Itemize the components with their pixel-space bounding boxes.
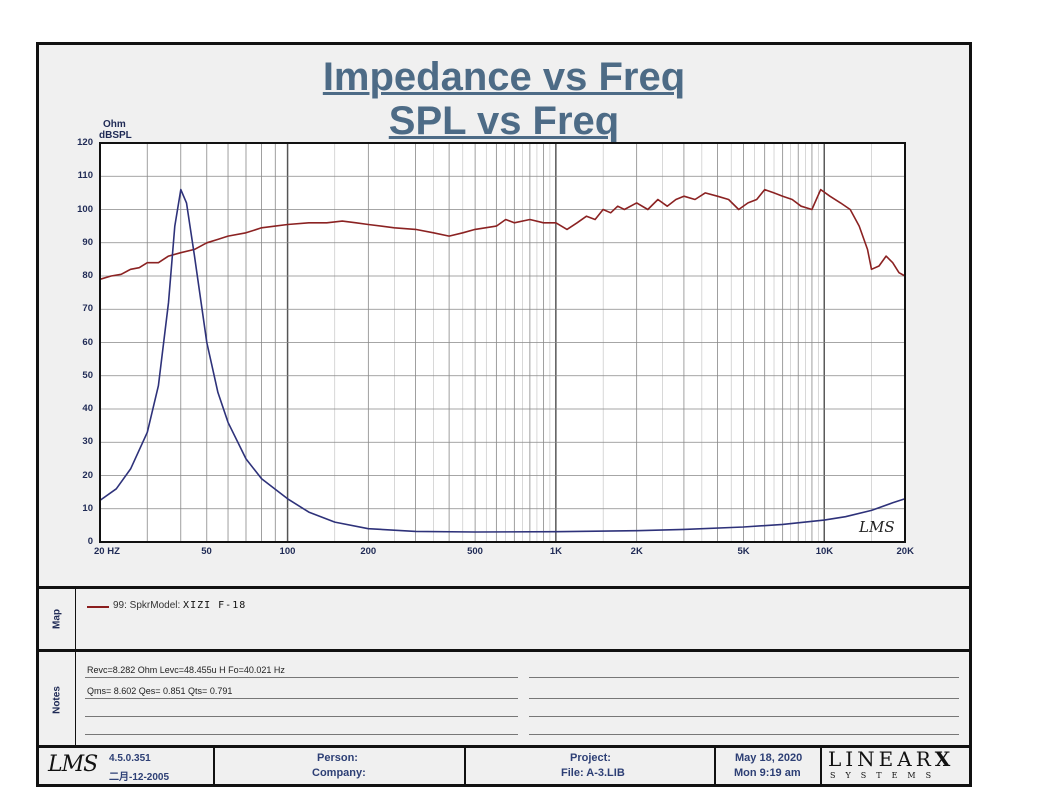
y-tick-label: 0 <box>87 536 93 547</box>
y-tick-label: 50 <box>82 369 93 381</box>
map-section: Map 99: SpkrModel: XIZI F-18 <box>39 586 969 649</box>
x-tick-label: 1K <box>549 546 563 557</box>
plot-watermark: LMS <box>858 518 895 536</box>
y-tick-label: 30 <box>82 436 93 448</box>
footer-project-cell: Project: File: A-3.LIB <box>466 748 716 784</box>
notes-label: Notes <box>51 686 63 714</box>
y-tick-label: 10 <box>82 502 93 514</box>
report-date: May 18, 2020 <box>735 752 803 764</box>
legend-entry: 99: SpkrModel: XIZI F-18 <box>113 600 246 611</box>
report-time: Mon 9:19 am <box>734 767 801 779</box>
notes-rule <box>529 716 959 717</box>
notes-rule <box>529 677 959 678</box>
y-tick-label: 110 <box>77 170 93 182</box>
unit-dbspl: dBSPL <box>99 130 132 141</box>
notes-rule <box>85 677 518 678</box>
notes-rule <box>85 698 518 699</box>
file-label: File: A-3.LIB <box>561 767 625 779</box>
project-label: Project: <box>570 752 611 764</box>
y-tick-label: 90 <box>82 236 93 248</box>
footer-date-cell: May 18, 2020 Mon 9:19 am <box>716 748 822 784</box>
chart-title-impedance: Impedance vs Freq <box>322 55 686 99</box>
report-frame: Impedance vs Freq SPL vs Freq Ohm dBSPL … <box>36 42 972 787</box>
x-tick-label: 200 <box>360 546 377 557</box>
frequency-response-plot: LMS <box>99 142 906 543</box>
x-tick-label: 50 <box>201 546 212 557</box>
notes-rule <box>529 698 959 699</box>
footer-bar: LMS 4.5.0.351 二月-12-2005 Person: Company… <box>39 745 969 784</box>
x-tick-label: 100 <box>279 546 296 557</box>
x-tick-label: 500 <box>467 546 483 557</box>
notes-sidebar: Notes <box>39 652 76 748</box>
brand-linear: LINEARX <box>828 747 954 771</box>
footer-brand-cell: LINEARX SYSTEMS <box>822 747 969 784</box>
notes-line-1: Revc=8.282 Ohm Levc=48.455u H Fo=40.021 … <box>87 665 285 675</box>
notes-section: Notes Revc=8.282 Ohm Levc=48.455u H Fo=4… <box>39 649 969 748</box>
notes-rule <box>85 734 518 735</box>
footer-version-cell: LMS 4.5.0.351 二月-12-2005 <box>39 748 215 784</box>
unit-ohm: Ohm <box>103 119 126 130</box>
map-sidebar: Map <box>39 589 76 649</box>
plot-border <box>99 142 906 543</box>
x-tick-label: 20 HZ <box>94 546 120 557</box>
brand-linear-text: LINEAR <box>828 747 935 771</box>
y-tick-label: 60 <box>82 336 93 348</box>
x-tick-label: 5K <box>737 546 750 557</box>
map-label: Map <box>51 609 63 629</box>
legend-model: XIZI F-18 <box>183 600 247 611</box>
company-label: Company: <box>312 767 366 779</box>
legend-prefix: 99: SpkrModel: <box>113 600 181 611</box>
y-tick-label: 120 <box>77 137 93 148</box>
chart-title-spl: SPL vs Freq <box>388 99 620 143</box>
y-tick-label: 80 <box>82 270 93 281</box>
person-label: Person: <box>317 752 358 764</box>
y-tick-label: 20 <box>82 469 93 481</box>
notes-rule <box>85 716 518 717</box>
x-tick-label: 10K <box>815 546 834 557</box>
x-tick-label: 2K <box>630 546 643 557</box>
lms-logo: LMS <box>48 752 98 777</box>
footer-person-cell: Person: Company: <box>215 748 466 784</box>
y-tick-label: 70 <box>82 303 93 315</box>
legend-swatch-spl <box>87 606 109 608</box>
y-tick-label: 100 <box>77 203 93 215</box>
notes-rule <box>529 734 959 735</box>
notes-line-2: Qms= 8.602 Qes= 0.851 Qts= 0.791 <box>87 686 233 696</box>
version-date: 二月-12-2005 <box>109 772 170 783</box>
brand-systems: SYSTEMS <box>830 771 942 780</box>
spl-curve <box>99 188 906 281</box>
brand-x: X <box>934 747 955 771</box>
impedance-curve <box>99 188 906 533</box>
y-tick-label: 40 <box>82 403 93 414</box>
x-tick-label: 20K <box>896 546 914 557</box>
version-number: 4.5.0.351 <box>109 753 151 764</box>
